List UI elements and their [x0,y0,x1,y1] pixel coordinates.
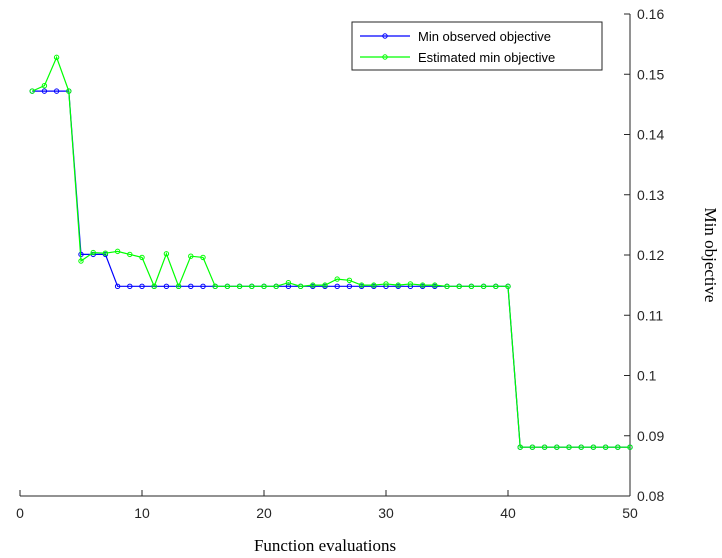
x-axis-title: Function evaluations [254,536,396,555]
data-point [310,282,316,288]
data-point [249,283,255,290]
data-point [517,444,523,450]
data-point [127,251,133,258]
data-point [480,283,487,290]
data-point [578,444,584,450]
data-point [334,276,340,282]
data-point [163,251,170,257]
series-2 [29,54,633,450]
data-point [188,253,194,259]
data-point [273,283,279,290]
data-point [444,283,450,290]
data-point [505,283,511,290]
x-tick-label: 10 [134,505,150,521]
data-point [334,283,340,290]
series-line [32,90,630,448]
data-point [285,283,292,290]
data-point [590,444,597,450]
data-point [236,283,243,290]
data-point [383,281,389,287]
series-1 [29,88,633,450]
data-point [78,258,84,264]
data-point [114,283,121,290]
data-point [395,282,401,288]
data-point [200,254,206,261]
data-point [529,444,536,450]
data-point [602,444,609,450]
y-tick-label: 0.11 [637,307,663,323]
data-point [346,283,353,290]
data-point [346,277,353,284]
legend-marker [382,33,388,39]
data-point [41,82,48,89]
y-tick-label: 0.09 [637,428,664,444]
data-point [493,283,499,290]
data-point [456,283,462,290]
data-point [163,283,170,290]
y-tick-label: 0.13 [637,187,664,203]
data-point [541,444,548,450]
data-point [102,250,109,256]
y-axis-title: Min objective [701,208,720,303]
data-point [151,283,157,290]
x-tick-label: 0 [16,505,24,521]
data-point [53,54,60,61]
legend-label: Min observed objective [418,29,551,44]
data-point [53,88,60,94]
data-point [41,88,48,94]
data-point [285,280,292,286]
data-point [114,248,121,255]
data-point [90,249,96,256]
y-tick-label: 0.1 [637,368,657,384]
axes: 0 10 20 30 40 500.08 0.09 0.1 0.11 0.12 0.13 0.14 0.… [16,6,720,555]
data-point [66,88,72,94]
data-point [358,282,365,288]
data-point [188,283,194,290]
data-point [212,283,218,290]
y-tick-label: 0.08 [637,488,664,504]
legend-box [351,21,603,71]
data-point [175,283,182,290]
data-point [29,88,35,94]
data-point [615,444,621,450]
data-point [322,282,328,288]
data-point [127,283,133,290]
y-tick-label: 0.16 [637,6,664,22]
data-point [224,283,231,290]
x-tick-label: 30 [378,505,394,521]
legend-marker [382,54,388,60]
plot-area [29,54,633,450]
data-point [419,282,426,288]
data-point [627,444,633,450]
y-tick-label: 0.14 [637,127,664,143]
data-point [554,444,560,450]
y-tick-label: 0.15 [637,66,664,82]
x-tick-label: 40 [500,505,516,521]
data-point [139,283,145,290]
legend-label: Estimated min objective [418,50,555,65]
data-point [200,283,206,290]
data-point [297,283,304,290]
data-point [139,254,145,261]
x-tick-label: 50 [622,505,638,521]
data-point [407,281,414,287]
series-line [31,55,630,448]
y-tick-label: 0.12 [637,247,664,263]
x-tick-label: 20 [256,505,272,521]
data-point [261,283,267,290]
legend: Min observed objective Estimated min obje… [351,21,603,71]
data-point [432,282,438,288]
data-point [371,282,377,288]
data-point [566,444,572,450]
data-point [468,283,475,290]
